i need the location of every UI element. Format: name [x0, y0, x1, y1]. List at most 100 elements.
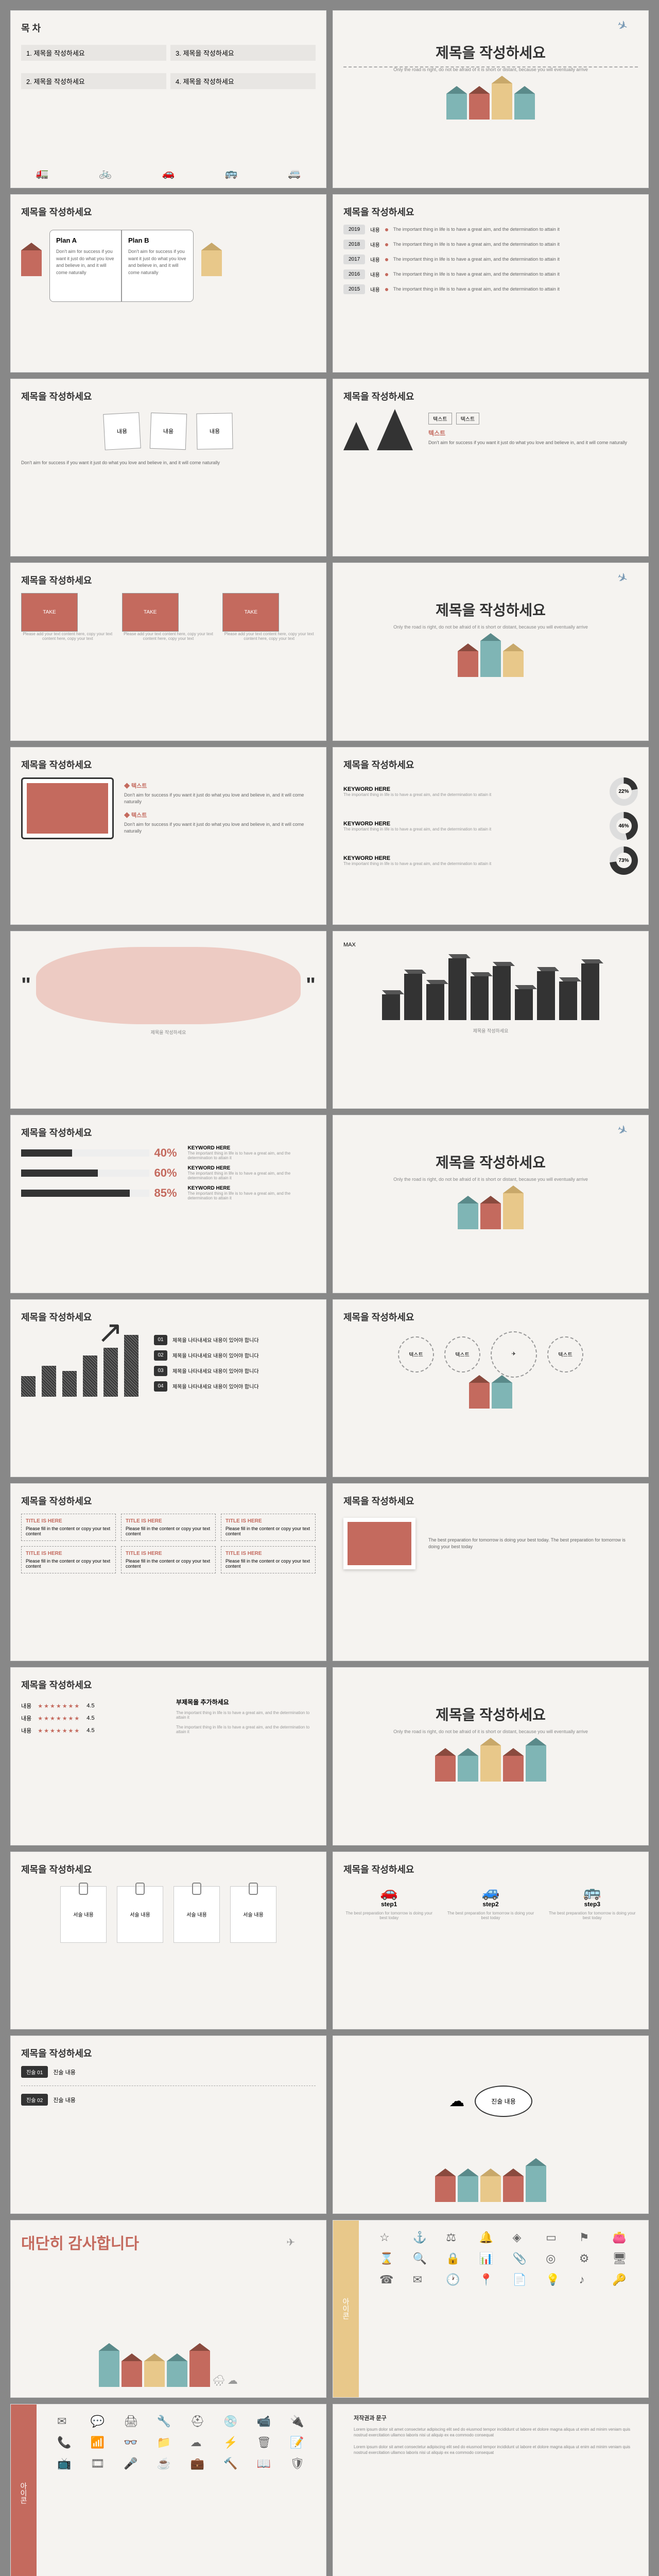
slide-three-img: 제목을 작성하세요 TAKE Please add your text cont… — [10, 563, 326, 740]
kw-text: The important thing in life is to have a… — [188, 1171, 316, 1180]
title-boxes-grid: TITLE IS HERE Please fill in the content … — [21, 1514, 316, 1573]
circle-node: 텍스트 — [547, 1336, 583, 1372]
col-text: Please add your text content here, copy … — [21, 632, 114, 641]
year-tab: 2016 — [343, 269, 365, 279]
house-icon — [167, 2361, 187, 2387]
stmt-text: 진술 내용 — [53, 2096, 76, 2104]
slide-heading: 제목을 작성하세요 — [21, 1126, 316, 1139]
bike-icon: 🚲 — [99, 167, 112, 180]
slide-section-cover-2: ✈ 제목을 작성하세요 Only the road is right, do n… — [333, 1115, 649, 1293]
book-diagram: Plan A Don't aim for success if you want… — [49, 230, 194, 302]
video-icon: 📹 — [257, 2415, 283, 2428]
slide-bars3d: MAX 제목을 작성하세요 — [333, 931, 649, 1109]
rating-label: 내용 — [21, 1702, 31, 1710]
mountains-sketch — [343, 409, 413, 450]
text-tab: 텍스트 — [428, 413, 452, 425]
slide-heading: 제목을 작성하세요 — [343, 389, 638, 403]
three-col: TAKE Please add your text content here, … — [21, 593, 316, 641]
copyright-block: 저작권과 문구 Lorem ipsum dolor sit amet conse… — [343, 2415, 638, 2455]
house-icon — [446, 94, 467, 120]
bell-icon: 🔔 — [479, 2231, 505, 2244]
tl-label: 내용 — [370, 256, 379, 263]
house-icon — [526, 2166, 546, 2202]
col-text: Please add your text content here, copy … — [222, 632, 316, 641]
bullet-icon — [385, 273, 388, 276]
cloud-icon: ☁ — [190, 2436, 216, 2449]
donut-chart: 73% — [610, 846, 638, 875]
tl-label: 내용 — [370, 270, 379, 278]
timeline-row: 2015내용The important thing in life is to … — [343, 284, 638, 294]
copyright-title: 저작권과 문구 — [354, 2415, 638, 2422]
bullet-icon — [385, 258, 388, 261]
tl-label: 내용 — [370, 241, 379, 248]
house-icon — [503, 651, 524, 677]
houses-row — [343, 2166, 638, 2202]
slide-notes: 제목을 작성하세요 내용 내용 내용 Don't aim for success… — [10, 379, 326, 556]
house-icon — [480, 641, 501, 677]
tbox-title: TITLE IS HERE — [26, 1518, 111, 1524]
slide-heading: 제목을 작성하세요 — [21, 1494, 316, 1507]
step-item: 🚌step3The best preparation for tomorrow … — [547, 1884, 638, 1920]
note-icon: 📝 — [290, 2436, 316, 2449]
car-icon: 🚗 — [162, 167, 175, 180]
kw-label: KEYWORD HERE — [188, 1165, 316, 1171]
kw-label: KEYWORD HERE — [188, 1185, 316, 1191]
rating-row: 내용★★★★★★★4.5 — [21, 1702, 161, 1710]
bar-chart: ↗ — [21, 1330, 138, 1397]
num-item: 04제목을 나타내세요 내용이 있어야 합니다 — [154, 1381, 259, 1392]
slide-heading: 제목을 작성하세요 — [21, 1678, 316, 1691]
car-icon: 🚗 — [343, 1884, 435, 1901]
stmt-badge: 진술 01 — [21, 2066, 48, 2078]
paper-note: 서술 내용 — [117, 1886, 163, 1943]
diamond-icon: ◈ — [513, 2231, 539, 2244]
doc-icon: 📄 — [513, 2273, 539, 2286]
house-icon — [435, 1756, 456, 1782]
copyright-body: Lorem ipsum dolor sit amet consectetur a… — [354, 2427, 638, 2438]
rain-icon: 🌧 — [212, 2374, 225, 2387]
tbox-text: Please fill in the content or copy your … — [26, 1526, 111, 1536]
rating-value: 4.5 — [86, 1715, 94, 1721]
step-text: The best preparation for tomorrow is doi… — [547, 1911, 638, 1920]
tbox-text: Please fill in the content or copy your … — [126, 1558, 211, 1569]
house-icon — [201, 250, 222, 276]
quote-close-icon: " — [306, 974, 316, 997]
num-text: 제목을 나타내세요 내용이 있어야 합니다 — [172, 1336, 259, 1344]
timeline: 2019내용The important thing in life is to … — [343, 225, 638, 294]
mic-icon: 🎤 — [124, 2457, 149, 2470]
slide-heading: 제목을 작성하세요 — [343, 1310, 638, 1324]
pct-fill — [21, 1170, 98, 1177]
slide-speech: ☁ 진술 내용 — [333, 2036, 649, 2213]
slide-icons-2: 아이콘 ✉💬🖨🔧⛑💿📹🔌 📞📶👓📁☁⚡🗑📝 📺🎞🎤☕💼🔨📖🛡 — [10, 2404, 326, 2576]
call-icon: 📞 — [57, 2436, 83, 2449]
plane-icon: ✈ — [615, 17, 630, 35]
wifi-icon: 📶 — [91, 2436, 116, 2449]
num-item: 02제목을 나타내세요 내용이 있어야 합니다 — [154, 1350, 259, 1361]
kw-label: KEYWORD HERE — [343, 855, 602, 861]
tbox-text: Please fill in the content or copy your … — [226, 1558, 311, 1569]
tl-text: The important thing in life is to have a… — [393, 256, 560, 263]
slide-heading: 제목을 작성하세요 — [343, 205, 638, 218]
note-card: 내용 — [196, 413, 233, 449]
wallet-icon: 👛 — [612, 2231, 638, 2244]
kw-text: The important thing in life is to have a… — [188, 1191, 316, 1200]
pin-icon: 📍 — [479, 2273, 505, 2286]
chart-bar — [42, 1366, 56, 1397]
truck-icon: 🚛 — [36, 167, 49, 180]
house-icon — [503, 1193, 524, 1229]
circle-diagram: 텍스트 텍스트 ✈ 텍스트 — [343, 1331, 638, 1378]
slide-heading: 제목을 작성하세요 — [21, 389, 316, 403]
slide-heading: 제목을 작성하세요 — [343, 1028, 638, 1035]
text-heading: ◆ 텍스트 — [124, 782, 316, 790]
timeline-row: 2018내용The important thing in life is to … — [343, 240, 638, 249]
gear-icon: ⚙ — [579, 2252, 605, 2265]
step-item: 🚗step1The best preparation for tomorrow … — [343, 1884, 435, 1920]
donut-pct: 46% — [618, 823, 629, 829]
bolt-icon: ⚡ — [223, 2436, 249, 2449]
col-item: TAKE Please add your text content here, … — [122, 593, 215, 641]
col-item: TAKE Please add your text content here, … — [222, 593, 316, 641]
houses-row — [343, 641, 638, 677]
num-text: 제목을 나타내세요 내용이 있어야 합니다 — [172, 1367, 259, 1375]
text-heading: ◆ 텍스트 — [124, 811, 316, 819]
plug-icon: 🔌 — [290, 2415, 316, 2428]
body-text: Don't aim for success if you want it jus… — [21, 460, 316, 467]
